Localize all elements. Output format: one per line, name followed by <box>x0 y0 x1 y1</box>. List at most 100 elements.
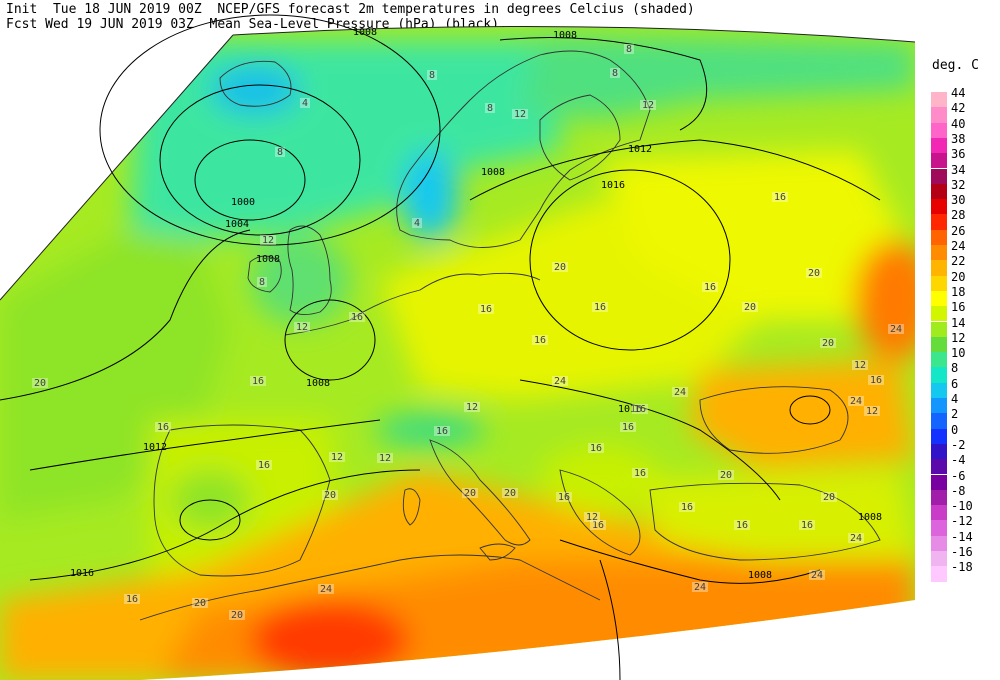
temperature-label: 8 <box>612 68 618 79</box>
temperature-pressure-map: 1008 1008 1008 1000 1004 1008 1012 1016 1016 1008… <box>0 14 916 680</box>
temperature-label: 20 <box>720 470 732 481</box>
legend-entry: -18 <box>929 560 989 582</box>
legend-swatch <box>931 352 947 368</box>
isobar-label: 1008 <box>481 167 505 178</box>
legend-entry: 16 <box>929 300 989 322</box>
isobar-label: 1004 <box>225 219 249 230</box>
legend-label: 30 <box>951 193 966 208</box>
legend-swatch <box>931 183 947 200</box>
header-init-line: Init Tue 18 JUN 2019 00Z NCEP/GFS foreca… <box>6 2 695 17</box>
legend-entry: 20 <box>929 270 989 291</box>
temperature-label: 24 <box>554 376 566 387</box>
legend-swatch <box>931 459 947 475</box>
isobar-label: 1012 <box>143 442 167 453</box>
legend-entry: -6 <box>929 469 989 490</box>
temperature-label: 16 <box>870 375 882 386</box>
legend-label: -8 <box>951 483 966 498</box>
legend-entry: 10 <box>929 346 989 368</box>
temperature-label: 16 <box>736 520 748 531</box>
legend-swatch <box>931 229 947 245</box>
legend-entry: 4 <box>929 392 989 414</box>
temperature-label: 8 <box>626 44 632 55</box>
temperature-label: 20 <box>231 610 243 621</box>
temperature-label: 24 <box>694 582 706 593</box>
legend-entry: 38 <box>929 132 989 154</box>
temperature-label: 4 <box>302 98 308 109</box>
temperature-label: 20 <box>194 598 206 609</box>
legend-swatch <box>931 566 947 582</box>
legend-label: 40 <box>951 116 966 131</box>
temperature-label: 20 <box>464 488 476 499</box>
legend-entry: 32 <box>929 178 989 200</box>
legend-entry: 44 <box>929 86 989 108</box>
temperature-label: 12 <box>466 402 478 413</box>
legend-label: 14 <box>951 315 966 330</box>
legend-label: -14 <box>951 529 973 544</box>
temperature-label: 16 <box>704 282 716 293</box>
legend-entry: 28 <box>929 208 989 230</box>
temperature-label: 16 <box>436 426 448 437</box>
temperature-label: 20 <box>554 262 566 273</box>
legend-swatch <box>931 214 947 230</box>
temperature-label: 20 <box>324 490 336 501</box>
isobar-label: 1000 <box>231 197 255 208</box>
temperature-label: 16 <box>801 520 813 531</box>
legend-entry: 40 <box>929 117 989 138</box>
legend-entry: -12 <box>929 514 989 536</box>
legend-swatch <box>931 92 947 108</box>
legend-swatch <box>931 137 947 154</box>
temperature-field <box>0 26 915 680</box>
legend-swatch <box>931 489 947 506</box>
isobar-labels: 1008 1008 1008 1000 1004 1008 1012 1016 1016 1008… <box>70 27 882 581</box>
legend-swatch <box>931 321 947 337</box>
isobar-label: 1016 <box>618 404 642 415</box>
legend-label: 4 <box>951 392 959 406</box>
legend-label: 2 <box>951 407 959 422</box>
legend-swatch <box>931 245 947 261</box>
temperature-label: 16 <box>534 335 546 346</box>
temperature-label: 24 <box>811 570 823 581</box>
temperature-labels: 8 848412168812128121620242424201620162016… <box>32 44 904 621</box>
legend-swatch <box>931 535 947 551</box>
temperature-label: 12 <box>262 235 274 246</box>
temperature-label: 16 <box>351 312 363 323</box>
temperature-label: 12 <box>514 109 526 120</box>
legend-entry: 6 <box>929 377 989 398</box>
legend-label: 12 <box>951 330 966 345</box>
legend-entry: 8 <box>929 361 989 383</box>
legend-label: 6 <box>951 376 959 391</box>
legend-entry: 0 <box>929 423 989 444</box>
temperature-label: 12 <box>642 100 654 111</box>
legend-entry: 34 <box>929 163 989 184</box>
temperature-label: 8 <box>277 147 283 158</box>
legend-entry: -14 <box>929 530 989 551</box>
isobar-label: 1008 <box>748 570 772 581</box>
temperature-label: 20 <box>823 492 835 503</box>
isobar-label: 1008 <box>256 254 280 265</box>
legend-label: 18 <box>951 284 966 299</box>
legend-label: 24 <box>951 239 966 253</box>
temperature-label: 16 <box>681 502 693 513</box>
temperature-label: 12 <box>586 512 598 523</box>
legend-swatch <box>931 260 947 276</box>
isobar-label: 1012 <box>628 144 652 155</box>
legend-swatch <box>931 275 947 291</box>
legend-entry: -16 <box>929 545 989 567</box>
legend-title: deg. C <box>932 58 979 73</box>
legend-swatch <box>931 551 947 567</box>
legend-swatch <box>931 290 947 307</box>
legend-swatch <box>931 505 947 521</box>
legend-entry: 22 <box>929 254 989 276</box>
legend-label: 38 <box>951 131 966 146</box>
legend-entry: 26 <box>929 224 989 245</box>
legend-swatch <box>931 520 947 536</box>
temperature-label: 16 <box>592 520 604 531</box>
legend-label: 16 <box>951 300 966 315</box>
legend-swatch <box>931 122 947 138</box>
temperature-label: 24 <box>890 324 902 335</box>
legend-label: -16 <box>951 545 973 559</box>
temperature-label: 24 <box>320 584 332 595</box>
coastlines <box>139 50 881 621</box>
legend-swatch <box>931 474 947 490</box>
temperature-label: 12 <box>296 322 308 333</box>
